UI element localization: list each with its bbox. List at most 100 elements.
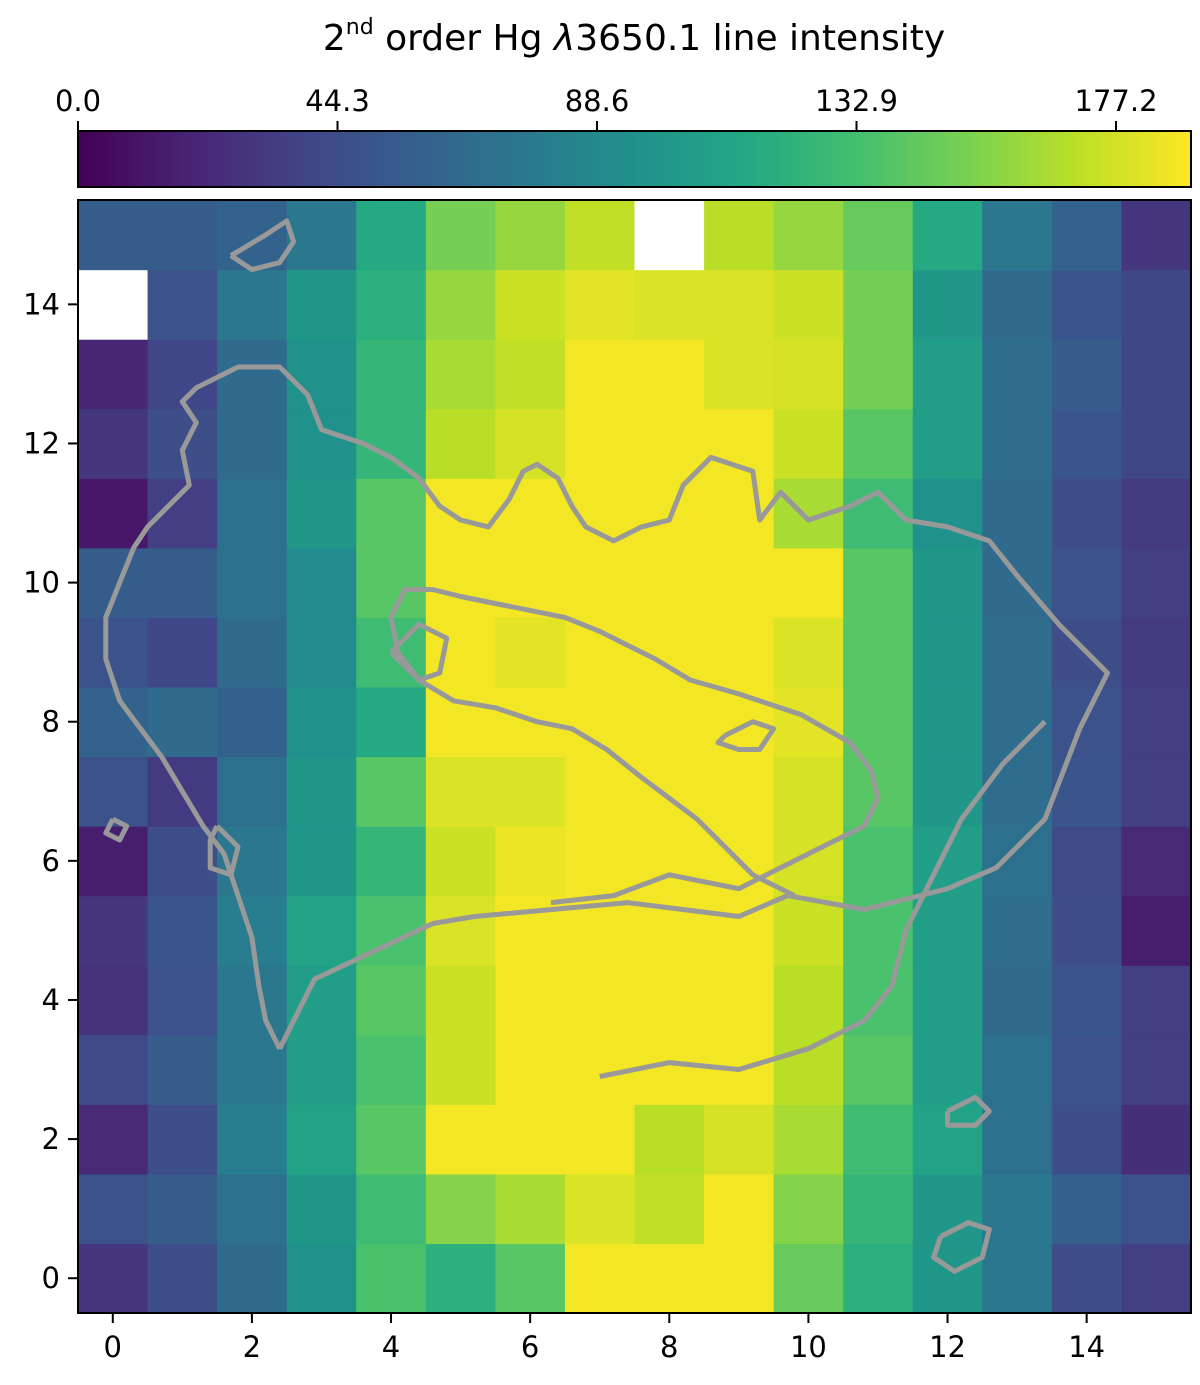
y-tick-label: 0 [42, 1261, 60, 1295]
heatmap-cell [1051, 1034, 1123, 1105]
heatmap-cell [147, 269, 218, 340]
heatmap-cell [773, 547, 844, 618]
heatmap-cell [564, 339, 636, 410]
heatmap-cell [1121, 826, 1192, 897]
heatmap-cell [78, 339, 149, 410]
colorbar-ticks: 0.0 44.3 88.6 132.9 177.2 [55, 84, 1158, 131]
heatmap-cell [704, 756, 775, 827]
heatmap-cell [1121, 339, 1192, 410]
heatmap-cell [843, 339, 914, 410]
heatmap-cell [217, 408, 288, 479]
heatmap-cell [982, 617, 1053, 688]
heatmap-cell [425, 1243, 496, 1314]
heatmap-cell [286, 547, 357, 618]
heatmap-cell [634, 200, 705, 271]
heatmap-cell [147, 1034, 218, 1105]
heatmap-cell [912, 1034, 983, 1105]
heatmap-cell [1121, 686, 1192, 758]
heatmap-cell [1051, 686, 1123, 758]
heatmap-cell [704, 269, 775, 340]
heatmap-cell [495, 1173, 566, 1245]
heatmap-cell [1121, 756, 1192, 827]
heatmap-cell [286, 1034, 357, 1105]
contour-line [599, 719, 1047, 1079]
heatmap-cell [773, 756, 844, 827]
heatmap-cell [704, 200, 775, 271]
heatmap-cell [1051, 408, 1123, 479]
heatmap-cell [773, 339, 844, 410]
heatmap-cell [634, 547, 705, 618]
heatmap-cell [1121, 478, 1192, 549]
heatmap-cell [704, 1104, 775, 1175]
y-tick-label: 2 [42, 1122, 60, 1156]
heatmap-cell [843, 1173, 914, 1245]
heatmap-cell [704, 965, 775, 1036]
heatmap-cell [147, 617, 218, 688]
heatmap-cell [982, 1104, 1053, 1175]
heatmap-cell [425, 200, 496, 271]
heatmap-cell [425, 408, 496, 479]
heatmap-cell [147, 408, 218, 479]
heatmap-cell [1121, 965, 1192, 1036]
heatmap-cell [1051, 1243, 1123, 1314]
heatmap-cell [356, 965, 427, 1036]
heatmap-cell [843, 547, 914, 618]
heatmap-cell [286, 269, 357, 340]
heatmap-cell [286, 617, 357, 688]
heatmap-cell [495, 200, 566, 271]
heatmap-cell [982, 826, 1053, 897]
heatmap-cell [356, 1034, 427, 1105]
heatmap-cell [843, 200, 914, 271]
heatmap-cell [773, 1034, 844, 1105]
heatmap-cell [982, 408, 1053, 479]
heatmap-cell [425, 269, 496, 340]
heatmap-cell [982, 1034, 1053, 1105]
heatmap-cell [495, 269, 566, 340]
heatmap-cell [78, 1173, 149, 1245]
heatmap-cell [912, 686, 983, 758]
heatmap-cell [634, 1034, 705, 1105]
heatmap-cell [425, 1034, 496, 1105]
heatmap-cell [634, 686, 705, 758]
heatmap-cell [704, 1173, 775, 1245]
heatmap-cell [217, 269, 288, 340]
heatmap-cell [78, 895, 149, 966]
contour-line [103, 816, 130, 843]
heatmap-cell [564, 1243, 636, 1314]
heatmap-cell [843, 478, 914, 549]
heatmap-cell [286, 408, 357, 479]
x-tick-label: 14 [1068, 1330, 1105, 1364]
heatmap-cell [1121, 895, 1192, 966]
heatmap-cell [912, 895, 983, 966]
heatmap-cell [286, 339, 357, 410]
y-tick-label: 12 [23, 426, 60, 460]
heatmap-cell [912, 756, 983, 827]
heatmap-cell [1051, 547, 1123, 618]
heatmap-cell [912, 200, 983, 271]
heatmap-cell [1121, 617, 1192, 688]
heatmap-cell [982, 1173, 1053, 1245]
colorbar-tick-label: 88.6 [565, 84, 630, 118]
y-tick-label: 10 [23, 566, 60, 600]
heatmap-cell [564, 1104, 636, 1175]
heatmap-cell [217, 478, 288, 549]
heatmap-cell [425, 756, 496, 827]
heatmap-cell [78, 1243, 149, 1314]
heatmap-cell [773, 408, 844, 479]
heatmap-cell [217, 1173, 288, 1245]
heatmap-cells [78, 200, 1192, 1314]
heatmap-cell [912, 826, 983, 897]
y-tick-label: 8 [42, 705, 60, 739]
heatmap-cell [425, 1104, 496, 1175]
y-tick-label: 4 [42, 983, 60, 1017]
heatmap-cell [982, 686, 1053, 758]
heatmap-cell [1121, 408, 1192, 479]
heatmap-cell [78, 408, 149, 479]
heatmap-cell [843, 1104, 914, 1175]
heatmap-cell [634, 339, 705, 410]
heatmap-cell [495, 1104, 566, 1175]
heatmap-cell [912, 269, 983, 340]
heatmap-cell [564, 547, 636, 618]
heatmap-cell [704, 1243, 775, 1314]
heatmap-cell [982, 269, 1053, 340]
